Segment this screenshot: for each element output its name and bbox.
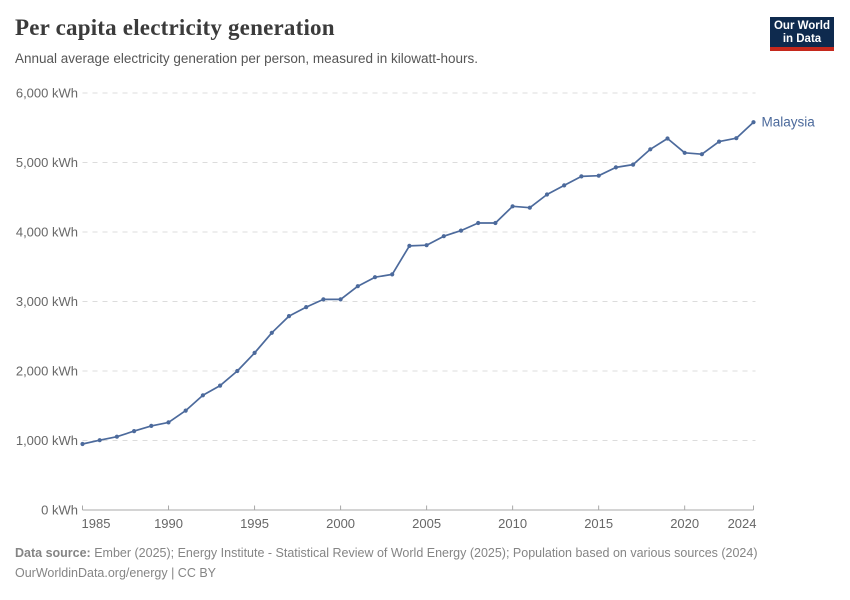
- x-tick-label: 2010: [498, 516, 527, 531]
- x-axis: 1985 1990 1995 2000 2005 2010 2015 2020 2024: [82, 505, 757, 531]
- y-tick-label: 0 kWh: [41, 503, 78, 518]
- y-tick-label: 6,000 kWh: [16, 86, 78, 101]
- chart-footer: Data source: Ember (2025); Energy Instit…: [15, 543, 758, 583]
- logo-line-2: in Data: [782, 32, 822, 45]
- x-tick-label: 1990: [154, 516, 183, 531]
- owid-logo: Our World in Data: [770, 17, 834, 51]
- y-gridlines: [82, 92, 756, 441]
- data-source-label: Data source:: [15, 546, 91, 560]
- entity-labels: Malaysia: [762, 115, 816, 130]
- y-tick-label: 1,000 kWh: [16, 433, 78, 448]
- chart-subtitle: Annual average electricity generation pe…: [15, 51, 479, 66]
- x-tick-label: 2005: [412, 516, 441, 531]
- data-points: [80, 120, 756, 447]
- x-tick-label: 2015: [584, 516, 613, 531]
- data-source-text: Ember (2025); Energy Institute - Statist…: [90, 546, 758, 560]
- data-line: [81, 121, 755, 445]
- x-tick-label: 2000: [326, 516, 355, 531]
- data-source-line: Data source: Ember (2025); Energy Instit…: [15, 543, 758, 563]
- license-line[interactable]: OurWorldinData.org/energy | CC BY: [15, 566, 217, 580]
- chart-title: Per capita electricity generation: [15, 15, 335, 40]
- x-tick-label: 2020: [670, 516, 699, 531]
- y-tick-label: 5,000 kWh: [16, 155, 78, 170]
- x-tick-label: 2024: [728, 516, 757, 531]
- y-tick-labels: 0 kWh 1,000 kWh 2,000 kWh 3,000 kWh 4,000 kW…: [16, 86, 78, 518]
- x-tick-label: 1995: [240, 516, 269, 531]
- y-tick-label: 4,000 kWh: [16, 225, 78, 240]
- y-tick-label: 3,000 kWh: [16, 294, 78, 309]
- x-tick-label: 1985: [82, 516, 111, 531]
- entity-label: Malaysia: [762, 115, 816, 130]
- y-tick-label: 2,000 kWh: [16, 364, 78, 379]
- logo-line-1: Our World: [773, 20, 830, 32]
